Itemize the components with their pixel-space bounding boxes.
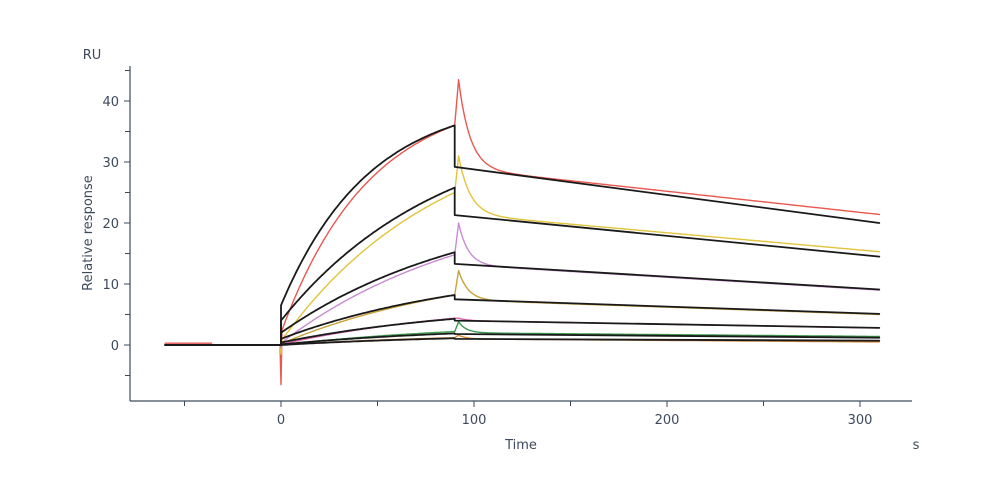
x-tick-label: 200 (655, 413, 680, 428)
x-tick-label: 0 (277, 413, 285, 428)
tick-labels: 0 100 200 300 0 10 20 30 40 (102, 95, 872, 428)
x-unit-label: s (913, 438, 920, 453)
y-tick-label: 10 (102, 278, 119, 293)
data-curve-1 (164, 78, 880, 386)
data-curve-6 (164, 321, 880, 347)
fit-curve-7 (164, 337, 881, 346)
data-curve-2 (164, 155, 880, 355)
x-tick-label: 300 (848, 413, 873, 428)
fit-curve-4 (164, 294, 881, 346)
y-tick-label: 30 (102, 156, 119, 171)
fit-curve-5 (164, 317, 881, 346)
y-tick-label: 20 (102, 217, 119, 232)
ticks (124, 70, 861, 407)
fit-curve-6 (164, 332, 881, 346)
y-tick-label: 0 (111, 339, 119, 354)
y-unit-label: RU (83, 48, 102, 63)
axes (129, 66, 912, 402)
x-axis-title: Time (504, 438, 537, 453)
x-tick-label: 100 (462, 413, 487, 428)
fit-curves (164, 124, 881, 346)
fit-curve-1 (164, 124, 881, 346)
y-tick-label: 40 (102, 95, 119, 110)
y-axis-title: Relative response (81, 175, 96, 291)
fit-curve-2 (164, 186, 881, 346)
fit-curve-3 (164, 251, 881, 346)
